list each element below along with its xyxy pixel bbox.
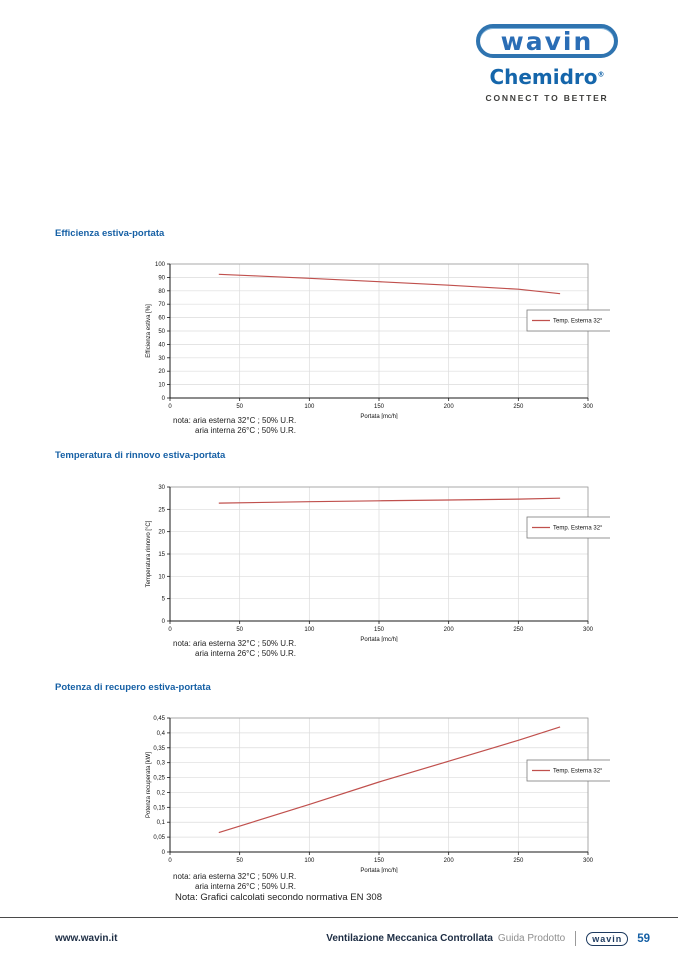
y-tick-label: 0,35	[153, 746, 165, 752]
page-header: wavin Chemidro® CONNECT TO BETTER	[476, 24, 618, 103]
legend: Temp. Esterna 32°	[526, 759, 612, 782]
footer-rule	[0, 917, 678, 918]
y-tick-label: 10	[158, 383, 165, 389]
x-tick-label: 300	[583, 858, 594, 864]
y-tick-label: 0,05	[153, 835, 165, 841]
note-line: nota: aria esterna 32°C ; 50% U.R.	[173, 639, 297, 648]
y-tick-label: 60	[158, 316, 165, 322]
x-tick-label: 250	[513, 858, 524, 864]
page-footer: Ventilazione Meccanica Controllata Guida…	[326, 931, 650, 946]
y-tick-label: 0,45	[153, 716, 165, 722]
x-tick-label: 150	[374, 627, 385, 633]
x-tick-label: 100	[304, 627, 315, 633]
x-tick-label: 0	[168, 404, 172, 410]
y-tick-label: 90	[158, 275, 165, 281]
legend-label: Temp. Esterna 32°	[553, 319, 603, 325]
y-tick-label: 0,2	[157, 790, 166, 796]
y-axis-label: Potenza recuperata [kW]	[146, 752, 152, 818]
legend: Temp. Esterna 32°	[526, 309, 612, 332]
chart-potenza-recupero: 0 0,05 0,1 0,15 0,2 0,25 0,3 0,35 0,4 0,45 0 50 100 1…	[140, 709, 612, 874]
chart-efficienza-estiva: 0 10 20 30 40 50 60 70 80 90 100 0 50 100 150 200 250 300…	[140, 255, 612, 420]
wavin-logo: wavin	[476, 24, 618, 58]
footer-divider	[575, 931, 577, 946]
y-tick-label: 0	[162, 396, 166, 402]
chart-note-1: nota: aria esterna 32°C ; 50% U.R. aria …	[173, 416, 296, 436]
chart-note-2: nota: aria esterna 32°C ; 50% U.R. aria …	[173, 639, 296, 659]
page-number: 59	[637, 932, 650, 945]
y-tick-label: 70	[158, 302, 165, 308]
x-tick-label: 200	[444, 858, 455, 864]
doc-title: Ventilazione Meccanica Controllata	[326, 933, 493, 944]
wavin-footer-logo: wavin	[586, 931, 629, 946]
y-tick-label: 20	[158, 369, 165, 375]
series-line	[218, 273, 561, 295]
x-tick-label: 200	[444, 627, 455, 633]
brand-tagline: CONNECT TO BETTER	[485, 93, 609, 103]
x-tick-label: 0	[168, 627, 172, 633]
section-title-temperatura: Temperatura di rinnovo estiva-portata	[55, 450, 226, 461]
normativa-note: Nota: Grafici calcolati secondo normativ…	[175, 892, 382, 903]
y-tick-label: 0,4	[157, 731, 166, 737]
note-line: nota: aria esterna 32°C ; 50% U.R.	[173, 416, 297, 425]
x-tick-label: 50	[236, 627, 243, 633]
registered-mark: ®	[597, 70, 605, 79]
chart-note-3: nota: aria esterna 32°C ; 50% U.R. aria …	[173, 872, 296, 892]
legend-label: Temp. Esterna 32°	[553, 769, 603, 775]
website-link[interactable]: www.wavin.it	[55, 933, 118, 944]
y-tick-label: 0	[162, 850, 166, 856]
y-tick-label: 30	[158, 485, 165, 491]
chart-temperatura-rinnovo: 0 5 10 15 20 25 30 0 50 100 150 200 250 300 Temperatur…	[140, 478, 612, 643]
y-tick-label: 0,1	[157, 820, 166, 826]
line-chart-svg: 0 10 20 30 40 50 60 70 80 90 100 0 50 100 150 200 250 300…	[146, 262, 612, 420]
legend-label: Temp. Esterna 32°	[553, 526, 603, 532]
section-title-potenza: Potenza di recupero estiva-portata	[55, 682, 211, 693]
x-tick-label: 300	[583, 404, 594, 410]
doc-subtitle: Guida Prodotto	[497, 933, 566, 944]
y-axis-label: Efficienza estiva [%]	[146, 304, 152, 358]
note-line: aria interna 26°C ; 50% U.R.	[195, 649, 297, 658]
legend: Temp. Esterna 32°	[526, 516, 612, 539]
y-tick-label: 0,3	[157, 761, 166, 767]
y-tick-label: 0	[162, 619, 166, 625]
x-tick-label: 50	[236, 858, 243, 864]
x-tick-label: 50	[236, 404, 243, 410]
note-line: nota: aria esterna 32°C ; 50% U.R.	[173, 872, 297, 881]
note-line: aria interna 26°C ; 50% U.R.	[195, 882, 297, 891]
wavin-logo-text: wavin	[500, 26, 594, 56]
chemidro-logo-text: Chemidro	[489, 65, 598, 89]
y-tick-label: 20	[158, 530, 165, 536]
x-tick-label: 250	[513, 627, 524, 633]
y-tick-label: 0,25	[153, 776, 165, 782]
y-tick-label: 30	[158, 356, 165, 362]
y-tick-label: 25	[158, 507, 165, 513]
x-tick-label: 100	[304, 858, 315, 864]
y-axis-label: Temperatura rinnovo [°C]	[146, 520, 152, 587]
series-line	[218, 497, 561, 504]
line-chart-svg: 0 0,05 0,1 0,15 0,2 0,25 0,3 0,35 0,4 0,45 0 50 100 1…	[146, 716, 612, 874]
y-tick-label: 0,15	[153, 805, 165, 811]
chemidro-logo: Chemidro®	[476, 65, 618, 89]
x-tick-label: 200	[444, 404, 455, 410]
x-axis-label: Portata [mc/h]	[360, 414, 398, 419]
x-tick-label: 150	[374, 858, 385, 864]
x-tick-label: 250	[513, 404, 524, 410]
note-line: aria interna 26°C ; 50% U.R.	[195, 426, 297, 435]
x-tick-label: 100	[304, 404, 315, 410]
section-title-efficienza: Efficienza estiva-portata	[55, 228, 165, 239]
y-tick-label: 100	[155, 262, 166, 268]
y-tick-label: 15	[158, 552, 165, 558]
x-tick-label: 0	[168, 858, 172, 864]
x-tick-label: 150	[374, 404, 385, 410]
y-tick-label: 80	[158, 289, 165, 295]
y-tick-label: 5	[162, 597, 166, 603]
y-tick-label: 50	[158, 329, 165, 335]
x-axis-label: Portata [mc/h]	[360, 637, 398, 642]
series-line	[218, 726, 561, 834]
x-axis-label: Portata [mc/h]	[360, 868, 398, 873]
y-tick-label: 10	[158, 574, 165, 580]
y-tick-label: 40	[158, 342, 165, 348]
x-tick-label: 300	[583, 627, 594, 633]
